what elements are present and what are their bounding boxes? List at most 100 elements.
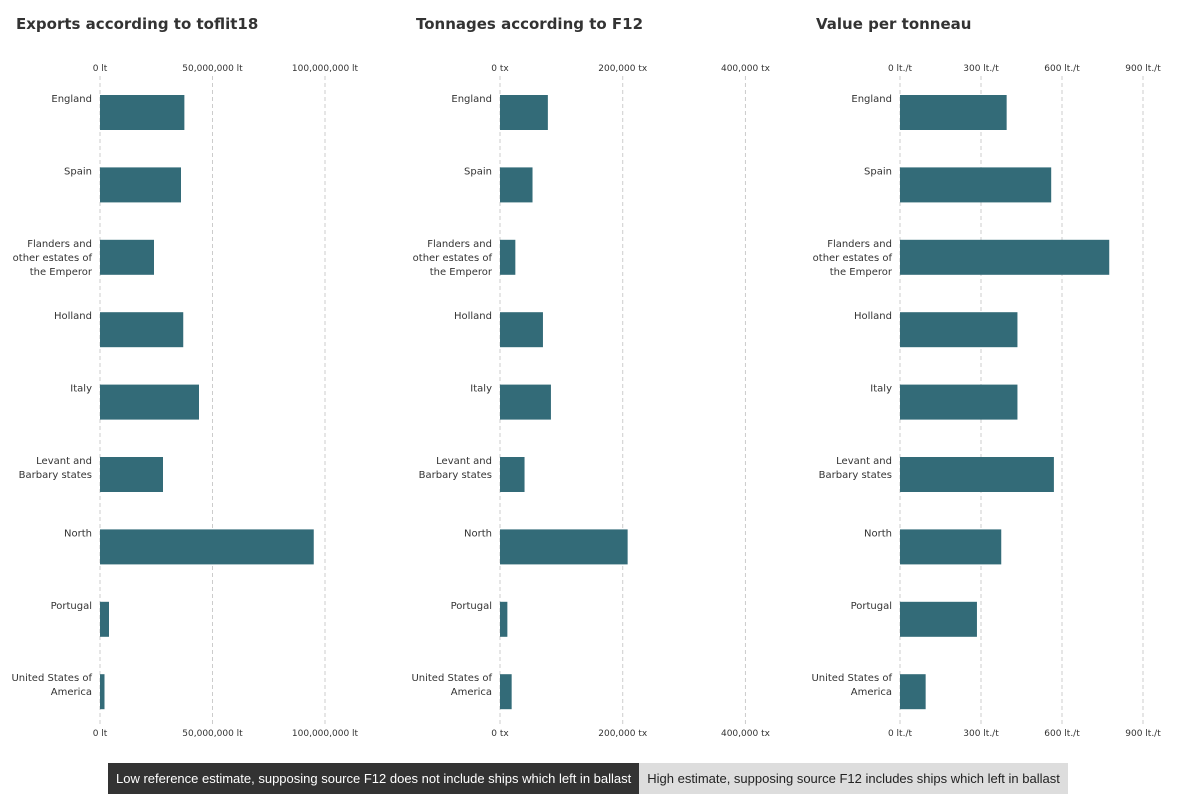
category-label-tonnages-5: Levant and Barbary states [419,456,492,481]
ticks-top-exports: 0 lt 50,000,000 lt 100,000,000 lt [93,64,359,74]
category-label-line: North [864,528,892,539]
ticks-top-tonnages: 0 tx 200,000 tx 400,000 tx [491,64,770,74]
tick-label-top-exports-2: 100,000,000 lt [292,64,359,74]
bar-exports-1 [100,167,181,203]
categories-tonnages: England Spain Flanders and other estates of… [411,94,492,698]
bar-exports-6 [100,529,314,565]
category-label-tonnages-7: Portugal [451,601,492,612]
category-label-line: United States of [11,673,92,684]
tick-label-top-tonnages-2: 400,000 tx [721,64,771,74]
tick-label-top-value-1: 300 lt./t [963,64,999,74]
ticks-top-value: 0 lt./t 300 lt./t 600 lt./t 900 lt./t [888,64,1161,74]
category-label-line: America [451,687,492,698]
ticks-bottom-value: 0 lt./t 300 lt./t 600 lt./t 900 lt./t [888,729,1161,739]
tick-label-top-tonnages-1: 200,000 tx [598,64,648,74]
bar-exports-4 [100,384,199,420]
bar-tonnages-5 [500,457,525,492]
category-label-line: Portugal [851,601,892,612]
bar-tonnages-0 [500,95,548,130]
category-label-exports-0: England [51,94,92,105]
estimate-toggle: Low reference estimate, supposing source… [108,763,1068,794]
panel-tonnages: Tonnages according to F12 0 tx 200,000 tx… [411,15,770,739]
bar-value-6 [900,529,1002,565]
category-label-line: the Emperor [30,267,93,278]
panel-title-exports: Exports according to toflit18 [16,15,258,33]
category-label-line: Flanders and [827,239,892,250]
tick-label-bottom-exports-1: 50,000,000 lt [182,729,243,739]
category-label-exports-1: Spain [64,166,92,177]
category-label-line: Portugal [451,601,492,612]
category-label-line: Holland [454,311,492,322]
bar-exports-3 [100,312,184,348]
category-label-line: Levant and [436,456,492,467]
category-label-line: Italy [70,384,92,395]
bar-tonnages-1 [500,167,533,203]
category-label-line: England [451,94,492,105]
tick-label-bottom-value-1: 300 lt./t [963,729,999,739]
panel-title-tonnages: Tonnages according to F12 [416,15,643,33]
bar-tonnages-7 [500,601,508,637]
bar-exports-7 [100,601,109,637]
low-estimate-button[interactable]: Low reference estimate, supposing source… [108,763,640,794]
category-label-line: Barbary states [19,470,92,481]
tick-label-bottom-tonnages-2: 400,000 tx [721,729,771,739]
category-label-line: Holland [854,311,892,322]
high-estimate-button[interactable]: High estimate, supposing source F12 incl… [639,763,1068,794]
category-label-line: United States of [811,673,892,684]
category-label-line: Spain [64,166,92,177]
tick-label-top-exports-1: 50,000,000 lt [182,64,243,74]
category-label-line: Italy [470,384,492,395]
panel-exports: Exports according to toflit18 0 lt 50,000… [11,15,358,739]
tick-label-bottom-exports-2: 100,000,000 lt [292,729,359,739]
chart-canvas: Exports according to toflit18 0 lt 50,000… [11,15,1161,739]
category-label-tonnages-1: Spain [464,166,492,177]
category-label-line: Flanders and [427,239,492,250]
bars-exports [100,95,314,710]
category-label-line: Barbary states [419,470,492,481]
category-label-line: England [51,94,92,105]
tick-label-top-value-2: 600 lt./t [1044,64,1080,74]
category-label-line: the Emperor [830,267,893,278]
category-label-line: Flanders and [27,239,92,250]
bar-value-3 [900,312,1018,348]
category-label-value-6: North [864,528,892,539]
category-label-value-8: United States of America [811,673,892,698]
bar-value-1 [900,167,1052,203]
category-label-value-2: Flanders and other estates of the Emperor [813,239,893,278]
tick-label-top-exports-0: 0 lt [93,64,108,74]
category-label-exports-8: United States of America [11,673,92,698]
tick-label-top-tonnages-0: 0 tx [491,64,509,74]
tick-label-bottom-tonnages-1: 200,000 tx [598,729,648,739]
category-label-line: Levant and [836,456,892,467]
category-label-line: Italy [870,384,892,395]
bar-tonnages-6 [500,529,628,565]
category-label-value-7: Portugal [851,601,892,612]
panel-value-per-tonneau: Value per tonneau 0 lt./t 300 lt./t 600 lt… [811,15,1161,739]
category-label-value-1: Spain [864,166,892,177]
category-label-tonnages-4: Italy [470,384,492,395]
ticks-bottom-tonnages: 0 tx 200,000 tx 400,000 tx [491,729,770,739]
bar-exports-5 [100,457,163,492]
category-label-line: Holland [54,311,92,322]
category-label-line: America [51,687,92,698]
panel-title-value: Value per tonneau [816,15,971,33]
category-label-line: North [64,528,92,539]
category-label-exports-4: Italy [70,384,92,395]
bar-value-5 [900,457,1054,492]
tick-label-bottom-value-3: 900 lt./t [1125,729,1161,739]
ticks-bottom-exports: 0 lt 50,000,000 lt 100,000,000 lt [93,729,359,739]
category-label-line: England [851,94,892,105]
tick-label-bottom-tonnages-0: 0 tx [491,729,509,739]
category-label-tonnages-8: United States of America [411,673,492,698]
category-label-value-4: Italy [870,384,892,395]
category-label-value-3: Holland [854,311,892,322]
category-label-line: North [464,528,492,539]
bar-tonnages-2 [500,239,516,275]
category-label-line: Spain [464,166,492,177]
category-label-value-5: Levant and Barbary states [819,456,892,481]
category-label-exports-2: Flanders and other estates of the Emperor [13,239,93,278]
bar-value-4 [900,384,1018,420]
category-label-line: America [851,687,892,698]
bar-tonnages-8 [500,674,512,710]
bar-value-2 [900,239,1110,275]
